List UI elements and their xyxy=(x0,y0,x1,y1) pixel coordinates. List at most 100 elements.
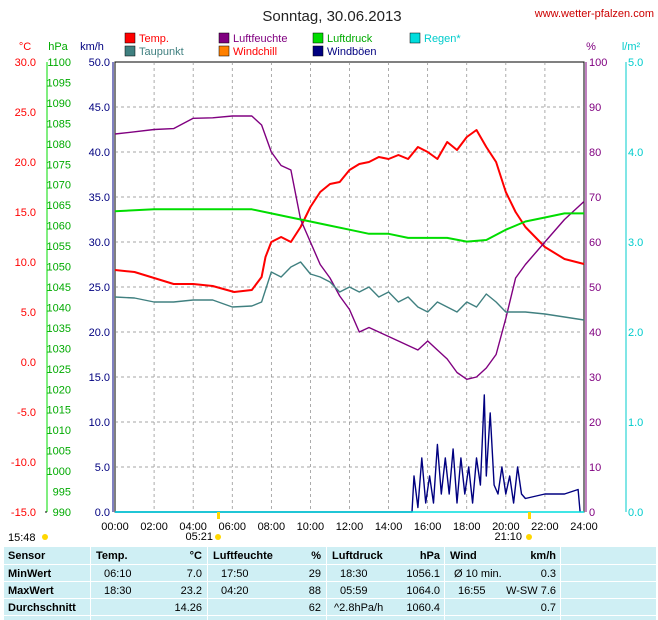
legend-label-humidity: Luftfeuchte xyxy=(233,33,287,45)
stats-cell: 14.26 xyxy=(174,602,202,614)
stats-header-humidity-unit: % xyxy=(311,550,321,562)
rain-tick-label: 0.0 xyxy=(628,507,643,519)
wind-unit-label: km/h xyxy=(80,41,104,53)
humidity-tick-label: 40 xyxy=(589,327,601,339)
stats-row-label: MinWert xyxy=(8,568,52,580)
axis-lines xyxy=(45,62,627,513)
series-line-luftdruck xyxy=(114,208,584,243)
sunrise-marker xyxy=(217,512,220,519)
x-tick-label: 02:00 xyxy=(140,521,168,533)
rain-tick-label: 2.0 xyxy=(628,327,643,339)
series-line-taupunkt xyxy=(114,261,585,321)
series-group xyxy=(114,115,585,513)
sun-markers: 15:48 05:21 21:10 xyxy=(8,512,532,544)
x-tick-label: 12:00 xyxy=(336,521,364,533)
pressure-tick-label: 1080 xyxy=(47,139,71,151)
temp-tick-label: -5.0 xyxy=(17,407,36,419)
x-tick-label: 24:00 xyxy=(570,521,598,533)
humidity-tick-label: 80 xyxy=(589,147,601,159)
x-tick-label: 16:00 xyxy=(414,521,442,533)
pressure-tick-label: 1065 xyxy=(47,200,71,212)
legend-label-temp: Temp. xyxy=(139,33,169,45)
rain-tick-label: 3.0 xyxy=(628,237,643,249)
legend-label-gusts: Windböen xyxy=(327,46,377,58)
pressure-tick-label: 1090 xyxy=(47,98,71,110)
stats-cell: 1064.0 xyxy=(406,585,440,597)
pressure-tick-label: 1035 xyxy=(47,323,71,335)
x-tick-label: 06:00 xyxy=(218,521,246,533)
x-tick-label: 10:00 xyxy=(297,521,325,533)
humidity-tick-label: 90 xyxy=(589,102,601,114)
series-line-luftfeuchte xyxy=(114,115,585,380)
temp-tick-label: 15.0 xyxy=(15,207,36,219)
pressure-tick-label: 1085 xyxy=(47,118,71,130)
stats-row-label: MaxWert xyxy=(8,585,54,597)
stats-cell: 18:30 xyxy=(340,568,368,580)
source-link[interactable]: www.wetter-pfalzen.com xyxy=(534,8,654,20)
stats-header-wind-unit: km/h xyxy=(530,550,556,562)
weather-chart: Sonntag, 30.06.2013 www.wetter-pfalzen.c… xyxy=(8,8,654,544)
legend-swatch-dewpoint xyxy=(124,45,136,57)
x-tick-label: 04:00 xyxy=(179,521,207,533)
pressure-tick-label: 1040 xyxy=(47,302,71,314)
stats-cell: 18:30 xyxy=(104,585,132,597)
wind-tick-label: 20.0 xyxy=(89,327,110,339)
stats-row-label: Durchschnitt xyxy=(8,602,76,614)
stats-cell: 62 xyxy=(308,602,321,614)
pressure-tick-label: 1055 xyxy=(47,241,71,253)
stats-cell: W-SW 7.6 xyxy=(506,585,556,597)
sunset-label: 21:10 xyxy=(494,531,522,543)
humidity-tick-label: 70 xyxy=(589,192,601,204)
humidity-tick-label: 100 xyxy=(589,57,607,69)
temp-tick-label: 25.0 xyxy=(15,107,36,119)
pressure-tick-label: 1095 xyxy=(47,77,71,89)
humidity-unit-label: % xyxy=(586,41,596,53)
x-tick-label: 00:00 xyxy=(101,521,129,533)
pressure-unit-label: hPa xyxy=(48,41,68,53)
legend: Temp. Luftfeuchte Luftdruck Regen* Taupu… xyxy=(124,32,461,58)
legend-swatch-gusts xyxy=(312,45,324,57)
rain-tick-label: 5.0 xyxy=(628,57,643,69)
pressure-tick-label: 1025 xyxy=(47,364,71,376)
legend-swatch-pressure xyxy=(312,32,324,44)
stats-cell: 04:20 xyxy=(221,585,249,597)
x-tick-label: 20:00 xyxy=(492,521,520,533)
stats-header-humidity: Luftfeuchte xyxy=(213,550,273,562)
wind-tick-label: 35.0 xyxy=(89,192,110,204)
temp-tick-label: 5.0 xyxy=(21,307,36,319)
pressure-tick-label: 1075 xyxy=(47,159,71,171)
x-tick-label: 08:00 xyxy=(258,521,286,533)
sunrise-icon xyxy=(215,534,221,540)
legend-label-windchill: Windchill xyxy=(233,46,277,58)
pressure-tick-label: 1015 xyxy=(47,405,71,417)
humidity-tick-label: 60 xyxy=(589,237,601,249)
stats-cell: 1056.1 xyxy=(406,568,440,580)
stats-cell: 0.7 xyxy=(540,602,556,614)
stats-cell: ^2.8hPa/h xyxy=(334,602,384,614)
x-tick-label: 22:00 xyxy=(531,521,559,533)
stats-cell: 29 xyxy=(308,568,321,580)
legend-label-rain: Regen* xyxy=(424,33,461,45)
stats-cell: 88 xyxy=(308,585,321,597)
temp-unit-label: °C xyxy=(19,41,31,53)
wind-tick-label: 25.0 xyxy=(89,282,110,294)
x-axis-ticks: 00:00 02:00 04:00 06:00 08:00 10:00 12:00 14:00… xyxy=(101,521,598,533)
stats-cell: 0.3 xyxy=(540,568,556,580)
pressure-tick-label: 1000 xyxy=(47,466,71,478)
stats-header-temp: Temp. xyxy=(96,550,128,562)
wind-tick-label: 10.0 xyxy=(89,417,110,429)
stats-header-wind: Wind xyxy=(450,550,477,562)
rain-unit-label: l/m² xyxy=(622,41,641,53)
rain-tick-label: 4.0 xyxy=(628,147,643,159)
sun-icon xyxy=(42,534,48,540)
stats-cell: 16:55 xyxy=(458,585,486,597)
temp-tick-label: 30.0 xyxy=(15,57,36,69)
stats-header-temp-unit: °C xyxy=(189,550,202,562)
legend-label-pressure: Luftdruck xyxy=(327,33,373,45)
stats-cell: 06:10 xyxy=(104,568,132,580)
sunrise-label: 05:21 xyxy=(185,531,213,543)
pressure-tick-label: 1070 xyxy=(47,180,71,192)
legend-swatch-temp xyxy=(124,32,136,44)
series-line-temp xyxy=(114,129,585,293)
pressure-tick-label: 1045 xyxy=(47,282,71,294)
